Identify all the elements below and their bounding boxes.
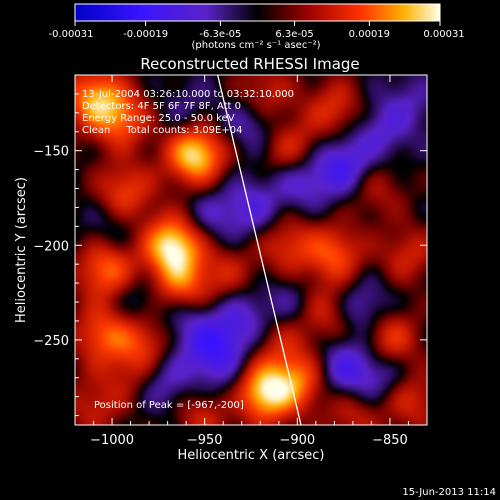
x-tick-label: −1000 bbox=[90, 433, 134, 448]
annotation-time: 13-Jul-2004 03:26:10.000 to 03:32:10.000 bbox=[82, 89, 294, 100]
x-tick-label: −850 bbox=[372, 433, 408, 448]
colorbar-tick-label: -0.00019 bbox=[123, 29, 168, 40]
colorbar-tick-label: 0.00031 bbox=[423, 29, 464, 40]
chart-title: Reconstructed RHESSI Image bbox=[140, 55, 359, 73]
annotation-clean: Clean Total counts: 3.09E+04 bbox=[82, 125, 242, 136]
solar-limb-line bbox=[217, 75, 302, 425]
annotation-block: 13-Jul-2004 03:26:10.000 to 03:32:10.000… bbox=[82, 89, 294, 136]
y-axis-label: Heliocentric Y (arcsec) bbox=[14, 177, 29, 323]
colorbar-units: (photons cm⁻² s⁻¹ asec⁻²) bbox=[191, 40, 320, 51]
x-tick-label: −900 bbox=[279, 433, 315, 448]
colorbar-tick-label: -6.3e-05 bbox=[199, 29, 241, 40]
heatmap-image bbox=[75, 75, 427, 425]
y-axis: −150 −200 −250 bbox=[33, 74, 427, 417]
colorbar bbox=[74, 3, 441, 22]
y-tick-label: −250 bbox=[33, 334, 69, 349]
y-tick-label: −200 bbox=[33, 239, 69, 254]
colorbar-tick-label: 6.3e-05 bbox=[275, 29, 313, 40]
colorbar-ticks: -0.00031 -0.00019 -6.3e-05 6.3e-05 0.00019 0.… bbox=[49, 21, 465, 40]
colorbar-tick-label: 0.00019 bbox=[349, 29, 390, 40]
x-axis-label: Heliocentric X (arcsec) bbox=[178, 448, 325, 463]
plot-frame bbox=[74, 74, 428, 426]
peak-position-label: Position of Peak = [-967,-200] bbox=[94, 400, 244, 411]
x-axis: −1000 −950 −900 −850 bbox=[90, 75, 428, 448]
y-tick-label: −150 bbox=[33, 145, 69, 160]
x-tick-label: −950 bbox=[187, 433, 223, 448]
footer-date: 15-Jun-2013 11:14 bbox=[402, 487, 496, 498]
annotation-detectors: Detectors: 4F 5F 6F 7F 8F, Att 0 bbox=[82, 101, 241, 112]
annotation-energy: Energy Range: 25.0 - 50.0 keV bbox=[82, 113, 235, 124]
colorbar-tick-label: -0.00031 bbox=[49, 29, 94, 40]
